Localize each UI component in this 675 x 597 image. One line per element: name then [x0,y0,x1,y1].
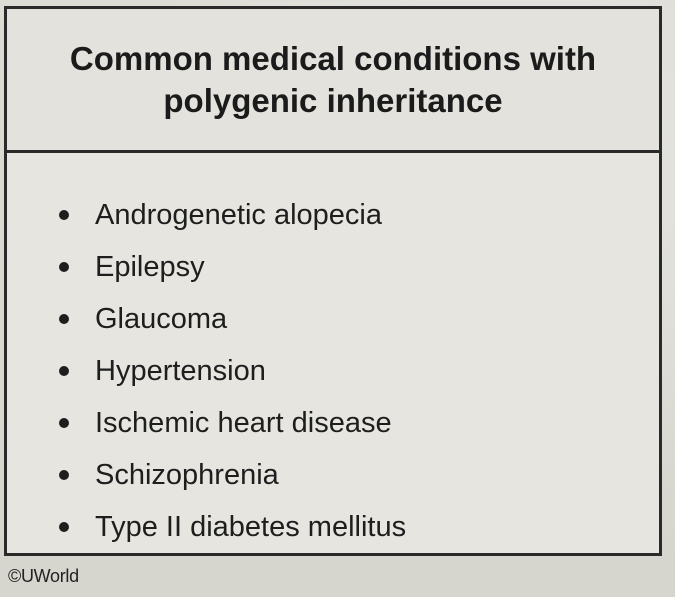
copyright-notice: ©UWorld [8,566,79,586]
bullet-icon [59,522,69,532]
list-item-label: Type II diabetes mellitus [95,510,407,543]
table-title-line-2: polygenic inheritance [163,81,503,119]
list-item: Type II diabetes mellitus [47,501,406,553]
table-title-line-1: Common medical conditions with [69,39,597,77]
info-table: Common medical conditions with polygenic… [4,6,662,556]
table-title: Common medical conditions with polygenic… [23,38,643,122]
list-item-label: Hypertension [95,354,266,387]
bullet-icon [59,262,69,272]
list-item-label: Androgenetic alopecia [95,198,382,231]
list-item-label: Epilepsy [95,250,205,283]
list-item: Glaucoma [47,293,406,345]
list-item: Schizophrenia [47,449,406,501]
list-item: Ischemic heart disease [47,397,406,449]
table-header: Common medical conditions with polygenic… [7,9,659,153]
list-item-label: Schizophrenia [95,458,279,491]
bullet-icon [59,418,69,428]
bullet-icon [59,366,69,376]
condition-list: Androgenetic alopecia Epilepsy Glaucoma … [47,189,406,553]
list-item-label: Glaucoma [95,302,228,335]
list-item-label: Ischemic heart disease [95,406,392,439]
list-item: Epilepsy [47,241,406,293]
bullet-icon [59,314,69,324]
list-item: Hypertension [47,345,406,397]
list-item: Androgenetic alopecia [47,189,406,241]
bullet-icon [59,210,69,220]
bullet-icon [59,470,69,480]
